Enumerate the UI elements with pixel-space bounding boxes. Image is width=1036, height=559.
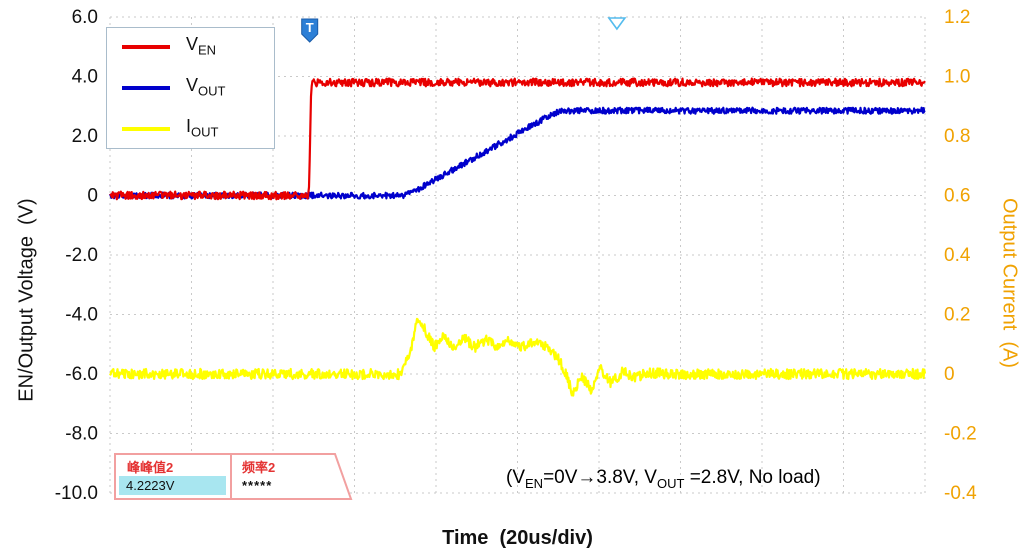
legend-label-iout: IOUT — [186, 115, 219, 140]
measurement-2-value: ***** — [242, 478, 273, 493]
svg-text:-6.0: -6.0 — [65, 364, 98, 385]
iout-trace-swatch — [122, 127, 170, 131]
measurement-1-label: 峰峰值2 — [127, 460, 174, 475]
svg-text:T: T — [306, 20, 314, 35]
svg-text:6.0: 6.0 — [72, 7, 98, 28]
ven-trace-swatch — [122, 45, 170, 49]
right-tick-labels: 1.2 1.0 0.8 0.6 0.4 0.2 0 -0.2 -0.4 — [944, 7, 977, 504]
x-axis-title: Time (20us/div) — [442, 527, 593, 549]
measurement-panel: 峰峰值2 4.2223V 频率2 ***** — [114, 453, 354, 501]
legend: VEN VOUT IOUT — [106, 27, 275, 149]
svg-text:-4.0: -4.0 — [65, 305, 98, 326]
svg-text:-2.0: -2.0 — [65, 245, 98, 266]
svg-text:0.2: 0.2 — [944, 305, 970, 326]
trace-I_OUT — [109, 317, 927, 397]
left-tick-labels: 6.0 4.0 2.0 0 -2.0 -4.0 -6.0 -8.0 -10.0 — [55, 7, 98, 504]
svg-text:0: 0 — [944, 364, 955, 385]
vout-trace-swatch — [122, 86, 170, 90]
svg-text:1.2: 1.2 — [944, 7, 970, 28]
svg-text:0.8: 0.8 — [944, 126, 970, 147]
legend-item-iout: IOUT — [107, 117, 274, 139]
trigger-marker: T — [301, 18, 319, 43]
svg-text:0.4: 0.4 — [944, 245, 971, 266]
svg-text:-8.0: -8.0 — [65, 424, 98, 445]
measurement-1-value: 4.2223V — [119, 476, 226, 495]
svg-text:-0.2: -0.2 — [944, 424, 977, 445]
test-condition-annotation: (VEN=0V→3.8V, VOUT =2.8V, No load) — [506, 467, 821, 491]
legend-item-ven: VEN — [107, 35, 274, 57]
grid — [109, 16, 926, 494]
svg-text:0.6: 0.6 — [944, 186, 970, 207]
legend-label-ven: VEN — [186, 33, 217, 58]
svg-text:4.0: 4.0 — [72, 67, 98, 88]
trace-V_EN — [109, 77, 926, 201]
measurement-2-label: 频率2 — [242, 460, 276, 475]
left-axis-title: EN/Output Voltage (V) — [15, 198, 38, 402]
svg-text:1.0: 1.0 — [944, 67, 970, 88]
right-axis-title: Output Current (A) — [998, 197, 1021, 369]
legend-label-vout: VOUT — [186, 74, 226, 99]
svg-text:0: 0 — [87, 186, 98, 207]
svg-text:2.0: 2.0 — [72, 126, 98, 147]
svg-text:-0.4: -0.4 — [944, 483, 977, 504]
svg-text:-10.0: -10.0 — [55, 483, 98, 504]
trigger-position-marker — [607, 17, 627, 31]
legend-item-vout: VOUT — [107, 76, 274, 98]
